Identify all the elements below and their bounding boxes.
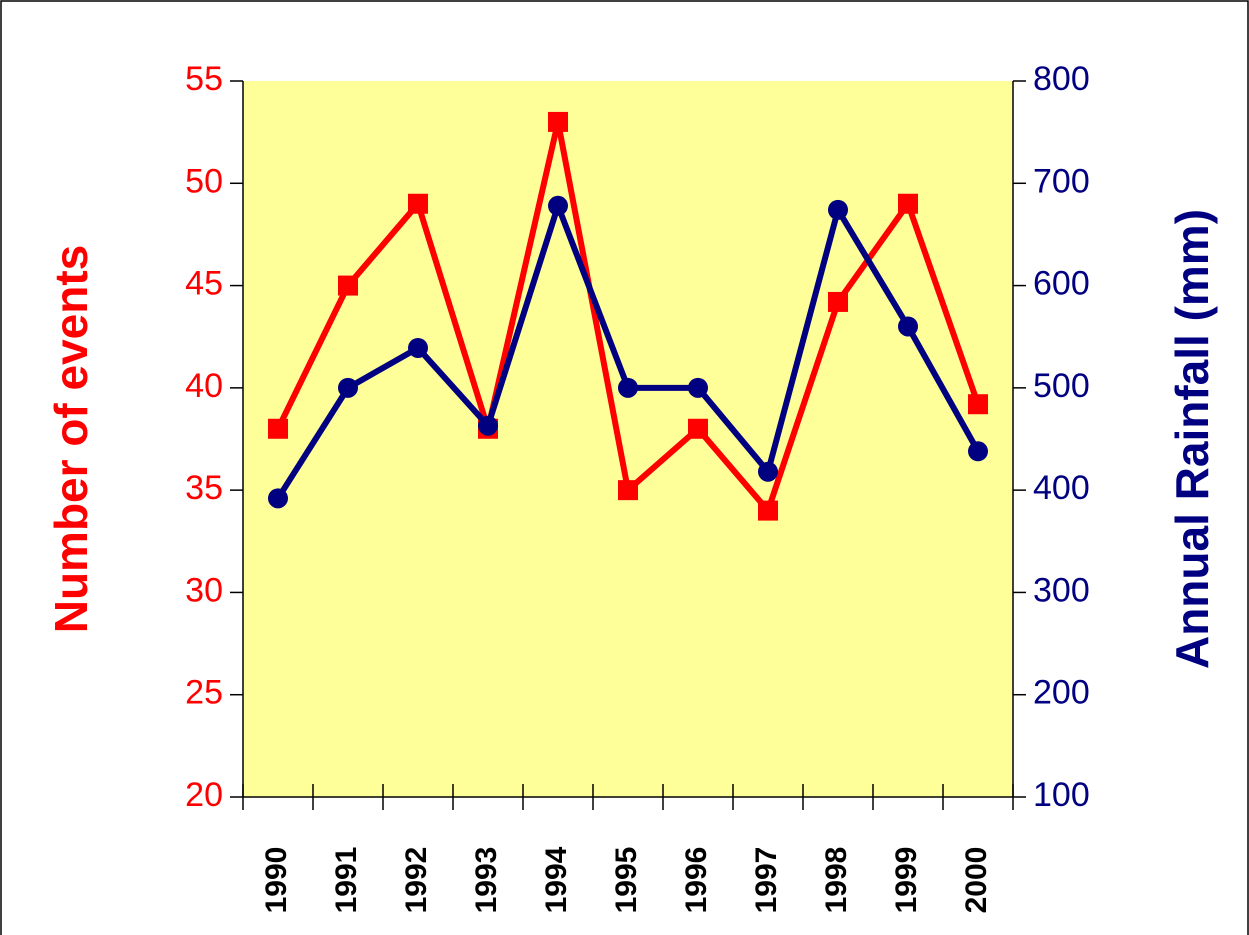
x-tick-label: 2000: [960, 847, 993, 914]
x-tick-label: 1998: [820, 847, 853, 914]
y-axis-title: Number of events: [45, 245, 97, 634]
marker: [758, 500, 778, 521]
x-tick-label: 1995: [610, 847, 643, 914]
y-tick-label: 55: [185, 60, 223, 98]
x-tick-label: 1999: [890, 847, 923, 914]
marker: [688, 377, 708, 398]
y-tick-label: 30: [185, 571, 223, 609]
y2-tick-label: 600: [1033, 265, 1090, 303]
marker: [268, 488, 288, 509]
plot-area: [243, 81, 1013, 797]
marker: [408, 337, 428, 358]
y-tick-label: 45: [185, 265, 223, 303]
marker: [548, 111, 568, 132]
y2-tick-label: 500: [1033, 367, 1090, 405]
y2-tick-label: 100: [1033, 776, 1090, 814]
y-tick-label: 35: [185, 469, 223, 507]
marker: [268, 418, 288, 439]
marker: [968, 394, 988, 415]
marker: [828, 291, 848, 312]
y2-tick-label: 400: [1033, 469, 1090, 507]
y-tick-label: 25: [185, 674, 223, 712]
x-tick-label: 1992: [400, 847, 433, 914]
marker: [478, 415, 498, 436]
marker: [548, 195, 568, 216]
marker: [338, 275, 358, 296]
x-tick-label: 1991: [330, 847, 363, 914]
marker: [968, 441, 988, 462]
marker: [408, 193, 428, 214]
marker: [688, 418, 708, 439]
x-tick-label: 1997: [750, 847, 783, 914]
y2-axis-title: Annual Rainfall (mm): [1166, 209, 1218, 669]
x-tick-label: 1994: [540, 846, 573, 913]
y2-tick-label: 800: [1033, 60, 1090, 98]
y-tick-label: 40: [185, 367, 223, 405]
x-tick-label: 1993: [470, 847, 503, 914]
marker: [338, 377, 358, 398]
marker: [898, 193, 918, 214]
marker: [618, 377, 638, 398]
y2-tick-label: 200: [1033, 674, 1090, 712]
marker: [828, 199, 848, 220]
x-tick-label: 1990: [260, 847, 293, 914]
marker: [898, 316, 918, 337]
x-tick-label: 1996: [680, 847, 713, 914]
marker: [618, 480, 638, 501]
y-tick-label: 20: [185, 776, 223, 814]
y2-tick-label: 700: [1033, 162, 1090, 200]
y2-tick-label: 300: [1033, 571, 1090, 609]
y-tick-label: 50: [185, 162, 223, 200]
marker: [758, 461, 778, 482]
